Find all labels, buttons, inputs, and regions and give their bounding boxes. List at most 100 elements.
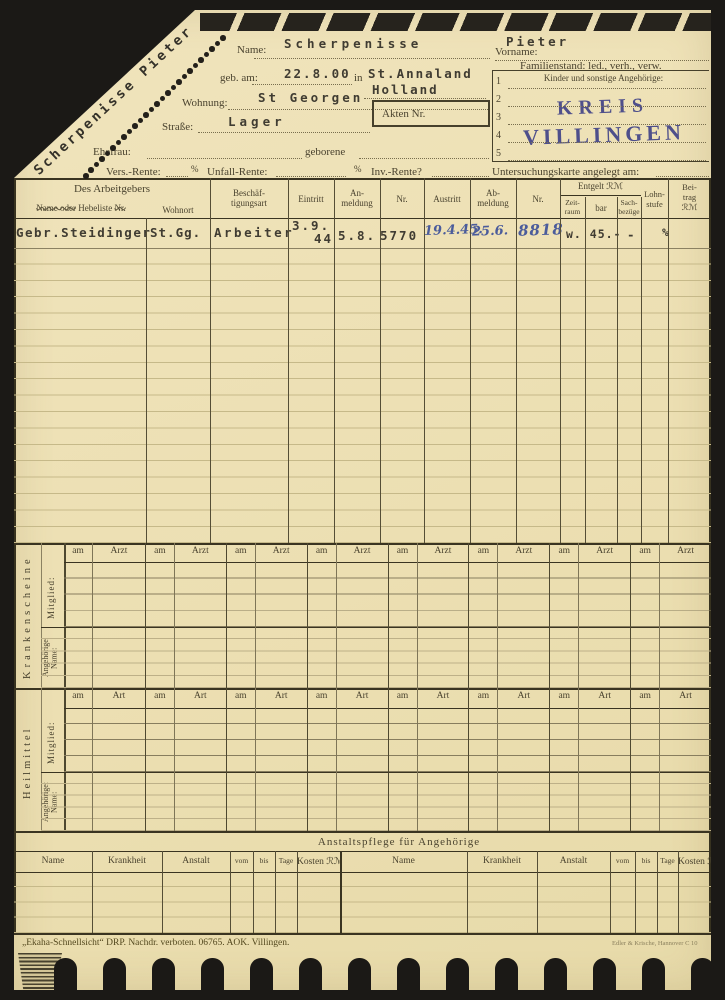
card-left-border — [14, 178, 16, 933]
visit-arzt-column: Art — [497, 688, 549, 831]
kinder-row-rule — [508, 124, 706, 125]
visit-am-header: am — [72, 546, 84, 556]
row1-abmeldung: 25.6. — [471, 223, 509, 240]
employer-name-col-header: Name oder Hebeliste Nr. — [16, 203, 146, 213]
kinder-row-number: 3 — [496, 112, 501, 123]
akten-label: Akten Nr. — [382, 108, 426, 120]
kranken-angehoerige-label: Angehörige Name: — [41, 639, 59, 677]
punch-dot — [143, 112, 149, 118]
sach-col-header: Sach- bezüge — [618, 198, 640, 216]
kinder-row-number: 4 — [496, 130, 501, 141]
lohnstufe-col-header: Lohn- stufe — [644, 189, 665, 209]
punch-dot — [104, 150, 111, 157]
punch-dot — [148, 106, 155, 113]
anstalt-column-line — [92, 851, 93, 933]
visit-arzt-header: Art — [193, 691, 207, 701]
inv-rule — [432, 176, 489, 177]
geb-label: geb. am: — [220, 72, 258, 84]
row1-nr2: 8818 — [517, 220, 565, 240]
eintritt-col-header: Eintritt — [298, 194, 324, 204]
kinder-row-rule — [508, 142, 706, 143]
kranken-mitglied-label: Mitglied: — [46, 576, 56, 620]
hatched-edge-band — [200, 13, 711, 31]
visit-am-header: am — [72, 691, 84, 701]
visit-am-column: am — [64, 688, 92, 831]
visit-am-column: am — [389, 688, 417, 831]
visit-arzt-column: Arzt — [92, 543, 145, 688]
visit-arzt-column: Arzt — [335, 543, 388, 688]
heil-mitglied-divider — [41, 772, 711, 774]
vorname-rule — [495, 60, 709, 61]
punch-dot — [110, 145, 116, 151]
punch-notch — [446, 958, 469, 1000]
visit-am-column: am — [389, 543, 417, 688]
krankenscheine-section-label: Krankenscheine — [22, 555, 33, 680]
visit-pair-column: am Arzt — [549, 543, 630, 688]
visit-pair-column: am Arzt — [387, 543, 469, 688]
anstalt-header-underline — [14, 872, 711, 874]
employer-group-header: Des Arbeitgebers — [73, 183, 151, 195]
visit-arzt-column: Arzt — [497, 543, 549, 688]
bar-col-header: bar — [595, 203, 607, 213]
visit-am-column: am — [227, 543, 255, 688]
visit-arzt-header: Art — [598, 691, 612, 701]
punch-dot — [192, 62, 199, 69]
footer-imprint: „Ekaha-Schnellsicht“ DRP. Nachdr. verbot… — [22, 938, 290, 948]
anstalt-col-header: vom — [234, 856, 249, 865]
visit-arzt-column: Arzt — [254, 543, 307, 688]
row1-entgelt: w. 45.- — [566, 227, 622, 241]
visit-pair-column: am Arzt — [64, 543, 145, 688]
visit-arzt-column: Arzt — [416, 543, 469, 688]
visit-arzt-column: Art — [173, 688, 226, 831]
name-value: Scherpenisse — [284, 36, 423, 51]
punch-dot — [132, 123, 138, 129]
punch-dot — [88, 167, 94, 173]
anstalt-col-header: Kosten ℛℳ — [678, 857, 711, 867]
punch-dot — [159, 95, 166, 102]
anmeldung-col-header: An- meldung — [341, 188, 373, 209]
kranken-mitglied-divider — [41, 627, 711, 629]
wohnort-col-header: Wohnort — [162, 205, 194, 215]
visit-arzt-header: Arzt — [272, 546, 290, 556]
visit-arzt-header: Arzt — [191, 546, 209, 556]
anstalt-col-header: Tage — [660, 856, 675, 865]
anstalt-column-line — [635, 851, 636, 933]
name-rule — [254, 58, 490, 59]
visit-arzt-header: Arzt — [677, 546, 694, 556]
anstalt-top-border — [14, 831, 711, 833]
visit-am-header: am — [639, 691, 651, 701]
unfall-pct: % — [354, 164, 362, 174]
row1-eintritt-top: 3.9. — [292, 218, 331, 233]
ehefrau-label: Ehefrau: — [93, 146, 131, 158]
punch-dot — [214, 40, 221, 47]
art-col-header: Beschäf- tigungsart — [231, 188, 267, 209]
hebeliste-text: Hebeliste — [78, 203, 113, 213]
heil-label-divider — [41, 688, 42, 831]
familienstand-label: Familienstand: led., verh., verw. — [520, 60, 662, 72]
visit-am-column: am — [146, 688, 174, 831]
anstalt-column-line — [275, 851, 276, 933]
emp-column-line — [617, 197, 618, 543]
anstalt-col-header: Kosten ℛℳ — [297, 857, 340, 867]
in-label: in — [354, 72, 363, 84]
anstalt-half-divider — [340, 851, 342, 933]
ehefrau-rule1 — [147, 158, 302, 159]
anstalt-column-line — [253, 851, 254, 933]
visit-am-header: am — [396, 546, 409, 556]
akten-nr-box — [372, 100, 490, 127]
visit-pair-column: am Art — [64, 688, 145, 831]
visit-pair-column: am Art — [225, 688, 307, 831]
visit-am-column: am — [631, 543, 659, 688]
geb-value: 22.8.00 — [284, 66, 351, 81]
punch-notch — [299, 958, 322, 1000]
row1-anmeldung: 5.8. — [338, 228, 377, 243]
emp-column-line — [641, 197, 642, 543]
visit-arzt-column: Arzt — [173, 543, 226, 688]
visit-am-column: am — [227, 688, 255, 831]
emp-column-line — [585, 197, 586, 543]
punch-dot — [187, 68, 193, 74]
visit-pair-column: am Art — [630, 688, 711, 831]
visit-am-header: am — [315, 691, 328, 701]
visit-arzt-column: Arzt — [659, 543, 711, 688]
